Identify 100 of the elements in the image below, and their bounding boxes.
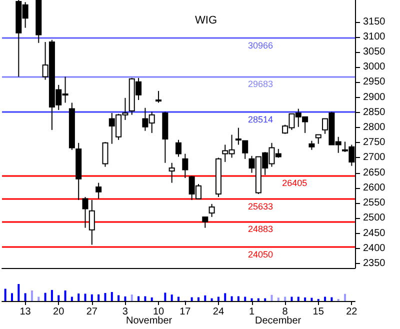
bar	[78, 294, 80, 301]
y-tick-label: 3050	[363, 46, 386, 58]
bar	[64, 290, 66, 301]
candlestick	[202, 216, 208, 228]
candlestick	[308, 140, 315, 150]
bar	[197, 297, 200, 301]
bar	[124, 296, 126, 301]
y-tick-label: 3100	[363, 31, 386, 42]
bar	[4, 288, 6, 301]
bar	[110, 292, 113, 301]
text: November	[126, 316, 173, 326]
y-tick-label: 2950	[363, 76, 386, 88]
bar	[164, 292, 166, 301]
bar	[250, 298, 253, 301]
bar	[310, 298, 313, 301]
bar	[18, 284, 20, 301]
annotation: 24050	[248, 249, 274, 260]
candlestick	[315, 134, 322, 144]
bar	[50, 290, 53, 301]
bar	[104, 293, 106, 301]
bar	[304, 297, 306, 301]
bar	[150, 297, 153, 301]
bar	[10, 293, 13, 301]
bar	[144, 296, 146, 301]
text: December	[255, 316, 302, 326]
y-tick-label: 2700	[363, 152, 386, 164]
bar	[84, 294, 86, 301]
y-tick-label: 3000	[363, 62, 386, 73]
bar	[138, 296, 140, 301]
x-tick-label: 17	[180, 306, 192, 318]
x-tick-label: 13	[20, 306, 32, 318]
annotation: 25633	[248, 202, 274, 212]
bar	[70, 296, 73, 301]
candlestick	[88, 200, 95, 246]
bar	[30, 290, 33, 301]
bar	[90, 294, 93, 301]
bar	[270, 294, 273, 301]
bar	[170, 294, 173, 301]
candlestick	[168, 162, 175, 184]
bar	[210, 298, 213, 301]
annotation: 29683	[248, 79, 274, 90]
y-tick-label: 2350	[363, 258, 386, 269]
bar	[178, 296, 180, 301]
y-tick-label: 2750	[363, 137, 386, 148]
x-tick-label: 24	[212, 306, 224, 318]
annotation: 28514	[248, 114, 274, 124]
bar	[24, 293, 26, 301]
bar	[224, 293, 226, 301]
y-tick-label: 2600	[363, 182, 386, 194]
annotation: 24883	[248, 224, 274, 234]
bar	[284, 296, 286, 301]
x-tick-label: 27	[86, 306, 98, 318]
candlestick	[182, 153, 188, 178]
candlestick	[242, 140, 248, 160]
annotation: 26405	[282, 178, 308, 188]
bar	[118, 295, 120, 301]
bar	[230, 296, 233, 301]
y-tick-label: 3150	[363, 16, 386, 28]
bar	[190, 297, 193, 301]
candlestick	[208, 203, 215, 218]
candlestick	[96, 182, 102, 200]
x-tick-label: 15	[312, 306, 324, 318]
y-tick-label: 2550	[363, 198, 386, 209]
candlestick	[82, 196, 88, 228]
bar	[130, 294, 133, 301]
candlestick	[235, 127, 242, 146]
y-tick-label: 2450	[363, 228, 386, 239]
y-tick-label: 2850	[363, 106, 386, 118]
x-tick-label: 22	[346, 306, 358, 318]
bar	[44, 292, 46, 301]
bar	[330, 297, 333, 301]
bar	[217, 296, 220, 301]
y-tick-label: 2400	[363, 242, 386, 254]
x-tick-label: 1	[248, 306, 255, 318]
x-tick-label: 10	[152, 306, 165, 318]
x-tick-label: 8	[282, 306, 288, 318]
bar	[98, 294, 100, 301]
candlestick	[176, 139, 182, 158]
y-tick-label: 2500	[363, 212, 386, 224]
bar	[257, 298, 260, 301]
bar	[264, 298, 266, 301]
candlestick	[156, 90, 162, 104]
bar	[38, 296, 40, 301]
bar	[344, 294, 346, 301]
bar	[58, 295, 60, 301]
bar	[297, 296, 300, 301]
bar	[324, 296, 326, 301]
y-tick-label: 2900	[363, 92, 386, 103]
bar	[244, 296, 246, 301]
bar	[237, 296, 240, 301]
y-tick-label: 2650	[363, 167, 386, 178]
x-tick-label: 20	[53, 306, 65, 318]
text: WIG	[195, 14, 217, 26]
annotation: 30966	[248, 40, 274, 50]
y-tick-label: 2800	[363, 122, 386, 134]
candlestick	[102, 142, 108, 168]
x-tick-label: 3	[122, 306, 128, 318]
bar	[290, 296, 293, 301]
bar	[204, 295, 206, 301]
bar	[277, 298, 280, 301]
